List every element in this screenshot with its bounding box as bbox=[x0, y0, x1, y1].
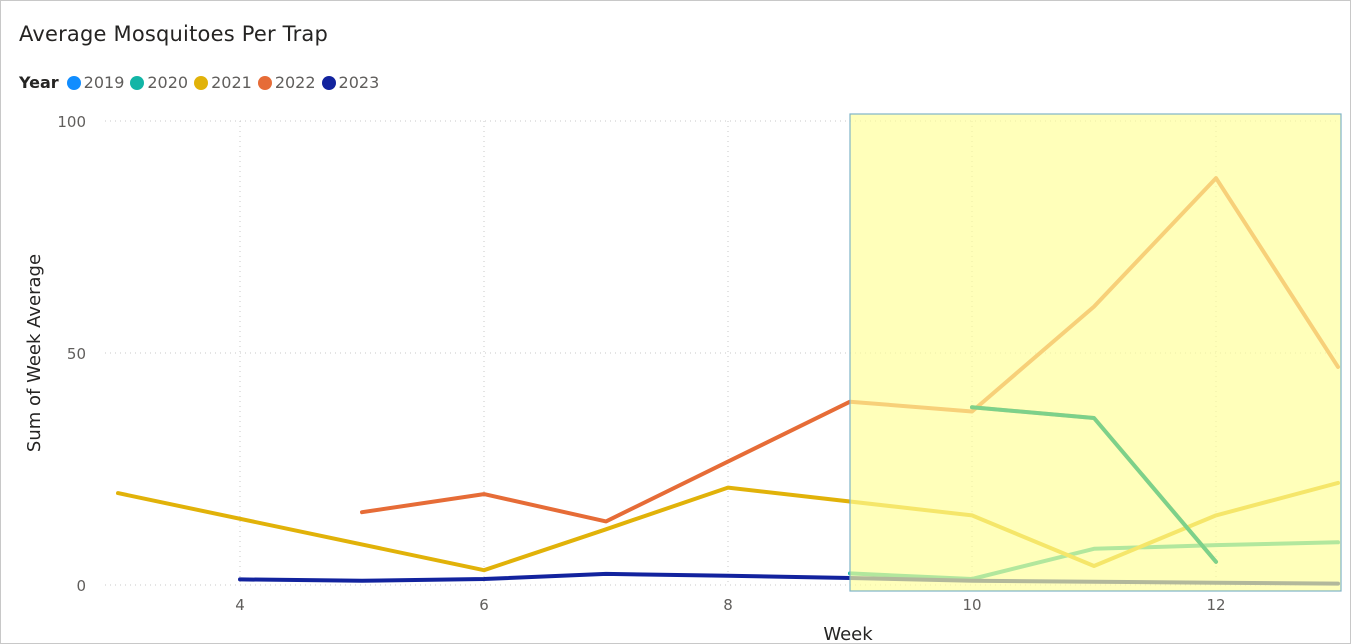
x-tick-label: 12 bbox=[1206, 596, 1225, 614]
x-tick-label: 10 bbox=[962, 596, 981, 614]
x-tick-label: 6 bbox=[479, 596, 489, 614]
x-tick-label: 8 bbox=[723, 596, 733, 614]
y-tick-label: 50 bbox=[67, 345, 86, 363]
highlight-region bbox=[850, 114, 1341, 591]
y-tick-label: 100 bbox=[57, 113, 86, 131]
y-tick-label: 0 bbox=[76, 577, 86, 595]
x-axis-title: Week bbox=[823, 624, 873, 644]
y-axis-title: Sum of Week Average bbox=[24, 254, 45, 452]
x-tick-label: 4 bbox=[235, 596, 245, 614]
